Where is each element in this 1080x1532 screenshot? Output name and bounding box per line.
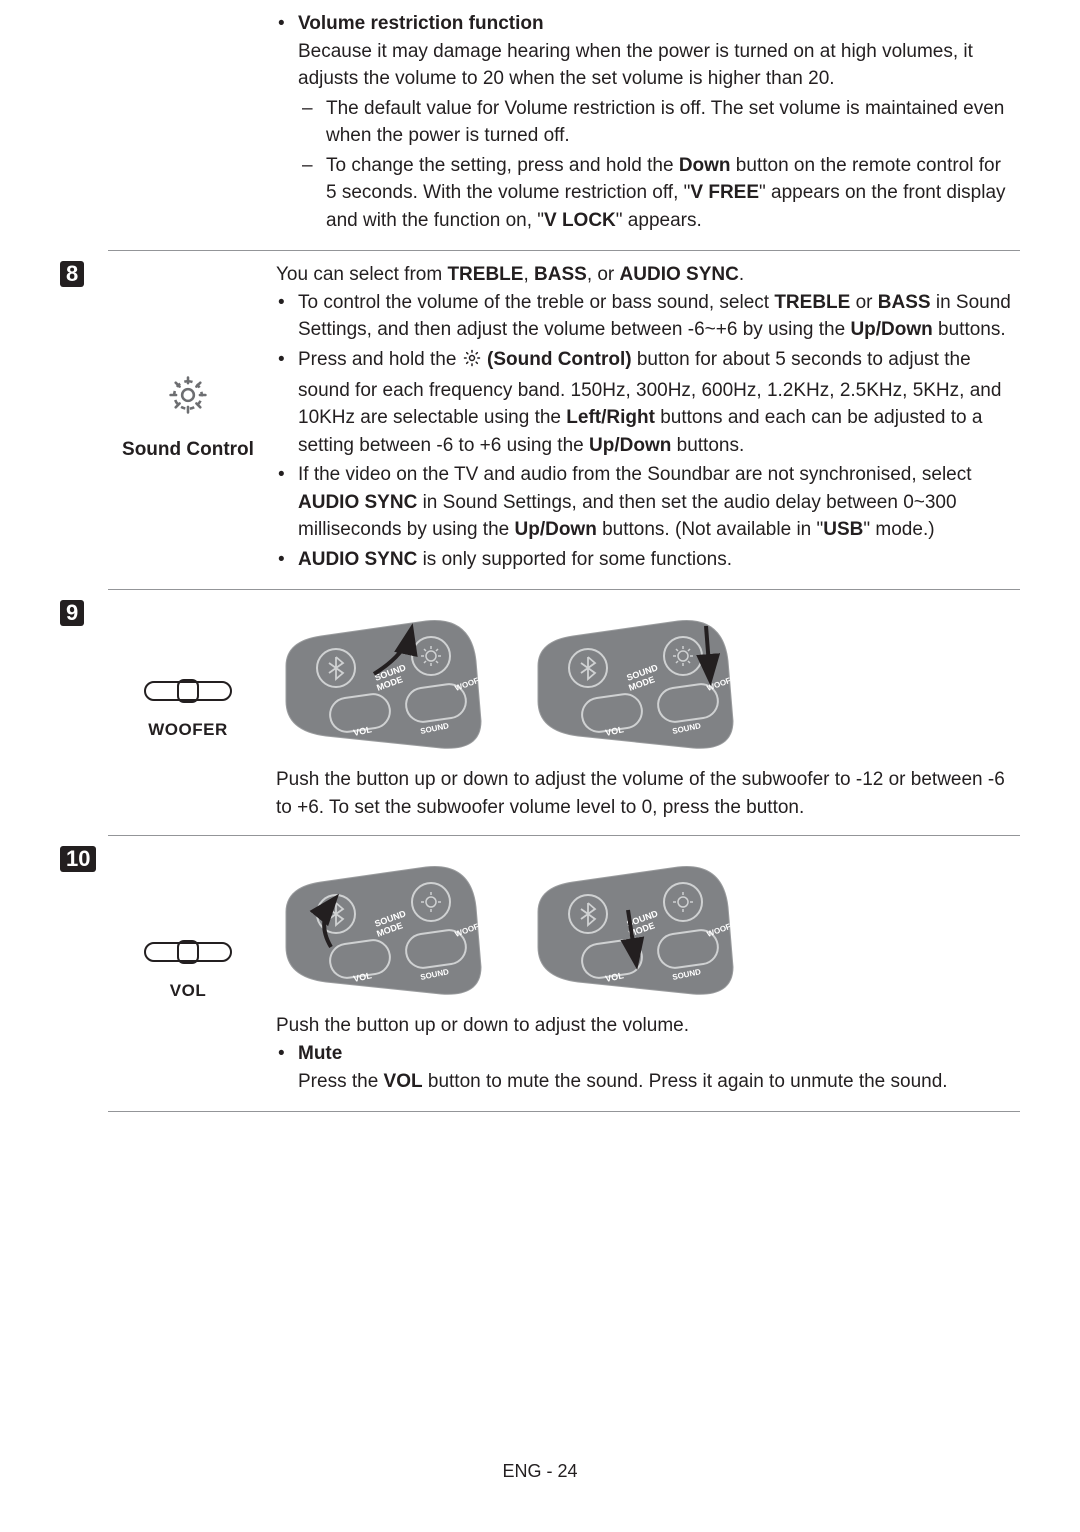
r8-b3-a: If the video on the TV and audio from th… — [298, 464, 972, 485]
r8-b2-a: Press and hold the — [298, 349, 462, 370]
r8-b2-lr: Left/Right — [566, 407, 655, 428]
vol-desc: Push the button up or down to adjust the… — [276, 1012, 1012, 1040]
r8-intro-sync: AUDIO SYNC — [620, 264, 739, 285]
vol-diagrams: SOUND MODE WOOFER VOL SOUND — [276, 852, 1012, 1002]
r8-bullet-4: AUDIO SYNC is only supported for some fu… — [298, 546, 1012, 574]
row-10-number: 10 — [60, 846, 96, 872]
r8-intro-c: , or — [587, 264, 620, 285]
mute-title: Mute — [298, 1043, 342, 1064]
row-7-continuation: Volume restriction function Because it m… — [60, 0, 1020, 251]
vr-dash-1: The default value for Volume restriction… — [326, 95, 1012, 150]
r8-b2-d: buttons. — [671, 435, 744, 456]
r8-intro-treble: TREBLE — [447, 264, 523, 285]
r8-b1-b: or — [850, 292, 877, 313]
row-10: 10 VOL — [60, 836, 1020, 1112]
volume-restriction-desc: Because it may damage hearing when the p… — [298, 41, 973, 90]
woofer-diagrams: SOUND MODE WOOFER VOL SOUND — [276, 606, 1012, 756]
r8-b1-d: buttons. — [933, 319, 1006, 340]
row-8: 8 Sound Control You can select from TREB… — [60, 251, 1020, 590]
woofer-desc: Push the button up or down to adjust the… — [276, 766, 1012, 821]
row-8-number: 8 — [60, 261, 84, 287]
mute-a: Press the — [298, 1071, 384, 1092]
r8-b2-updown: Up/Down — [589, 435, 671, 456]
r8-bullet-3: If the video on the TV and audio from th… — [298, 461, 1012, 544]
vol-diagram-up-icon: SOUND MODE WOOFER VOL SOUND — [276, 852, 496, 1002]
gear-inline-icon — [462, 348, 482, 377]
vr-d2-vlock: V LOCK — [544, 210, 616, 231]
row-10-content: SOUND MODE WOOFER VOL SOUND — [268, 836, 1020, 1112]
r8-b3-usb: USB — [823, 519, 863, 540]
gear-icon — [116, 373, 260, 426]
r8-b1-treble: TREBLE — [774, 292, 850, 313]
rocker-icon-2 — [144, 940, 232, 964]
mute-b: button to mute the sound. Press it again… — [423, 1071, 948, 1092]
manual-table: Volume restriction function Because it m… — [60, 0, 1020, 1112]
r8-b3-updown: Up/Down — [515, 519, 597, 540]
r8-b3-audio: AUDIO SYNC — [298, 492, 417, 513]
volume-restriction-title: Volume restriction function — [298, 13, 544, 34]
r8-intro-b: , — [523, 264, 534, 285]
row-8-content: You can select from TREBLE, BASS, or AUD… — [268, 251, 1020, 590]
rocker-icon — [144, 679, 232, 703]
r8-b4-a: AUDIO SYNC — [298, 549, 417, 570]
vr-d2-d: " appears. — [616, 210, 702, 231]
vol-diagram-down-icon: SOUND MODE WOOFER VOL SOUND — [528, 852, 748, 1002]
r8-b4-b: is only supported for some functions. — [417, 549, 732, 570]
mute-bullet: Mute Press the VOL button to mute the so… — [298, 1040, 1012, 1095]
vr-dash-2: To change the setting, press and hold th… — [326, 152, 1012, 235]
row-7-content: Volume restriction function Because it m… — [268, 0, 1020, 251]
r8-b3-c: buttons. (Not available in " — [597, 519, 823, 540]
r8-bullet-1: To control the volume of the treble or b… — [298, 289, 1012, 344]
woofer-diagram-up-icon: SOUND MODE WOOFER VOL SOUND — [276, 606, 496, 756]
row-9-number: 9 — [60, 600, 84, 626]
r8-bullet-2: Press and hold the (Sound Control) butto… — [298, 346, 1012, 459]
mute-vol: VOL — [384, 1071, 423, 1092]
r8-b1-bass: BASS — [878, 292, 931, 313]
vr-d2-down: Down — [679, 155, 731, 176]
woofer-diagram-down-icon: SOUND MODE WOOFER VOL SOUND — [528, 606, 748, 756]
r8-intro-a: You can select from — [276, 264, 447, 285]
r8-b1-updown: Up/Down — [850, 319, 932, 340]
r8-b2-sc: (Sound Control) — [482, 349, 632, 370]
row-10-label: VOL — [116, 979, 260, 1004]
r8-intro-bass: BASS — [534, 264, 587, 285]
row-9: 9 WOOFER — [60, 590, 1020, 836]
r8-b3-d: " mode.) — [863, 519, 934, 540]
r8-b1-a: To control the volume of the treble or b… — [298, 292, 774, 313]
vr-d2-vfree: V FREE — [690, 182, 759, 203]
r8-intro-d: . — [739, 264, 744, 285]
page-footer: ENG - 24 — [0, 1458, 1080, 1484]
row-8-label: Sound Control — [116, 436, 260, 464]
row-9-content: SOUND MODE WOOFER VOL SOUND — [268, 590, 1020, 836]
vr-d2-a: To change the setting, press and hold th… — [326, 155, 679, 176]
row-9-label: WOOFER — [116, 718, 260, 743]
